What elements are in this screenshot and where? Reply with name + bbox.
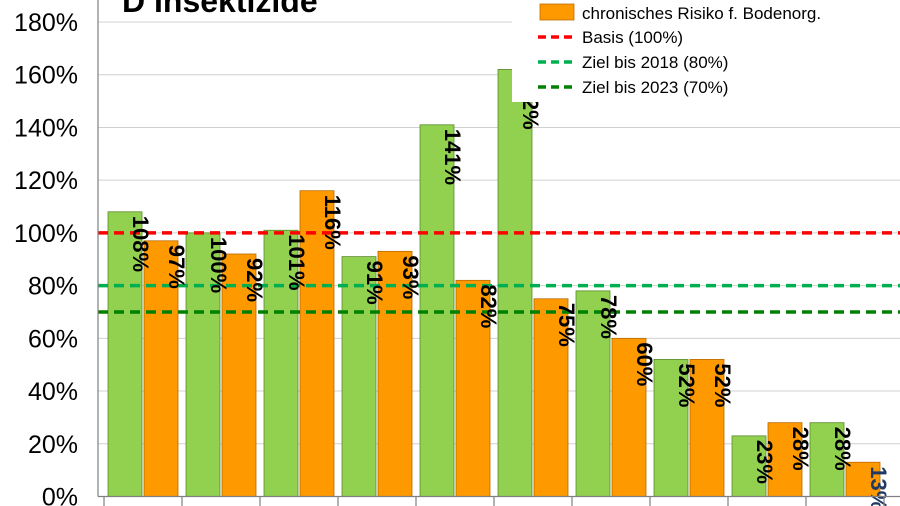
y-tick-label: 180% bbox=[14, 9, 78, 37]
bar-data-label: 60% bbox=[632, 342, 657, 386]
bar-data-label: 97% bbox=[164, 245, 189, 289]
chart-title-text: D Insektizide bbox=[122, 0, 318, 19]
bar-s2-c7 bbox=[611, 337, 647, 497]
bar-s1-c10 bbox=[809, 422, 845, 497]
y-tick-label: 140% bbox=[14, 114, 78, 142]
y-tick-label: 20% bbox=[28, 431, 78, 459]
bar-s1-c7 bbox=[575, 290, 611, 497]
bar-s2-c3 bbox=[299, 190, 335, 497]
y-tick-label: 100% bbox=[14, 220, 78, 248]
bar-data-label: 91% bbox=[362, 261, 387, 305]
axes bbox=[97, 0, 900, 506]
bar-data-label: 141% bbox=[440, 129, 465, 185]
legend-swatch-series-2 bbox=[539, 3, 575, 21]
y-tick-label: 160% bbox=[14, 62, 78, 90]
bar-data-label: 108% bbox=[128, 216, 153, 272]
legend-label-basis: Basis (100%) bbox=[582, 28, 683, 47]
y-tick-label: 80% bbox=[28, 273, 78, 301]
bar-data-label: 82% bbox=[476, 284, 501, 328]
bar-s2-c8 bbox=[689, 359, 725, 497]
legend-label-ziel-2018: Ziel bis 2018 (80%) bbox=[582, 53, 728, 72]
y-axis-ticks: 0% 20% 40% 60% 80% 100% 120% 140% 160% 180% bbox=[14, 9, 78, 506]
bar-data-label: 93% bbox=[398, 255, 423, 299]
chart-title: D Insektizide bbox=[122, 0, 318, 19]
bar-data-label: 52% bbox=[710, 363, 735, 407]
bar-data-label: 78% bbox=[596, 295, 621, 339]
bar-s2-c9 bbox=[767, 422, 803, 497]
legend-label-series-2: chronisches Risiko f. Bodenorg. bbox=[582, 4, 821, 23]
bar-s2-c6 bbox=[533, 298, 569, 497]
bar-data-label: 75% bbox=[554, 303, 579, 347]
bar-data-label: 28% bbox=[830, 427, 855, 471]
bar-s2-c5 bbox=[455, 279, 491, 497]
bar-data-label: 23% bbox=[752, 440, 777, 484]
bar-s2-c2 bbox=[221, 253, 257, 497]
bar-data-label: 116% bbox=[320, 195, 345, 250]
bar-data-label: 52% bbox=[674, 363, 699, 407]
bar-s2-c1 bbox=[143, 240, 179, 497]
bar-s2-c4 bbox=[377, 250, 413, 497]
y-tick-label: 60% bbox=[28, 325, 78, 353]
bar-s1-c9 bbox=[731, 435, 767, 497]
legend-label-ziel-2023: Ziel bis 2023 (70%) bbox=[582, 78, 728, 97]
bar-data-label: 28% bbox=[788, 427, 813, 471]
bar-labels: 108%100%101%91%141%162%78%52%23%28%97%92… bbox=[128, 73, 891, 506]
bar-data-label: 101% bbox=[284, 234, 309, 290]
legend-background bbox=[512, 0, 900, 102]
y-tick-label: 120% bbox=[14, 167, 78, 195]
y-tick-label: 40% bbox=[28, 378, 78, 406]
y-tick-label: 0% bbox=[42, 484, 78, 506]
legend: chronisches Risiko f. Bodenorg. Basis (1… bbox=[512, 0, 900, 102]
bar-s1-c8 bbox=[653, 359, 689, 497]
bar-data-label: 100% bbox=[206, 237, 231, 293]
bar-data-label: 92% bbox=[242, 258, 267, 302]
reference-lines bbox=[98, 231, 900, 314]
bar-s1-c6 bbox=[497, 69, 533, 497]
bar-s1-c1 bbox=[107, 211, 143, 497]
bar-data-label: 13% bbox=[866, 466, 891, 506]
bars bbox=[107, 69, 881, 497]
